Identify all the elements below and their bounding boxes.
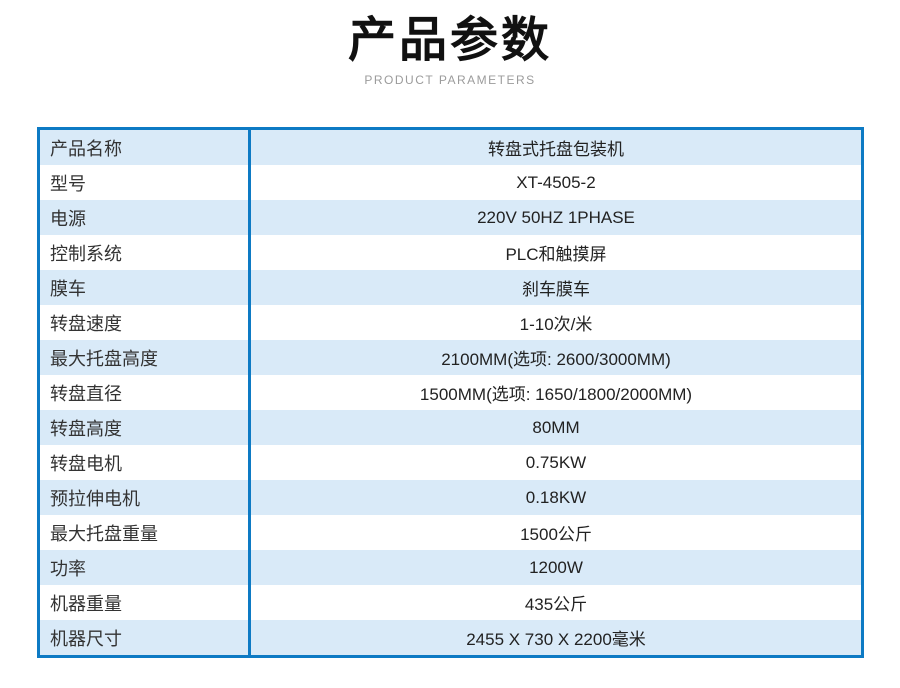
page-header: 产品参数 PRODUCT PARAMETERS [0, 0, 900, 88]
table-row: 预拉伸电机 0.18KW [40, 480, 861, 515]
spec-label: 控制系统 [40, 235, 251, 270]
table-row: 最大托盘重量 1500公斤 [40, 515, 861, 550]
table-row: 机器重量 435公斤 [40, 585, 861, 620]
spec-label: 电源 [40, 200, 251, 235]
spec-value: 转盘式托盘包装机 [488, 140, 624, 159]
spec-value: 1500公斤 [520, 525, 592, 544]
spec-value: 2100MM(选项: 2600/3000MM) [441, 350, 671, 369]
table-row: 产品名称 转盘式托盘包装机 [40, 130, 861, 165]
table-row: 最大托盘高度 2100MM(选项: 2600/3000MM) [40, 340, 861, 375]
table-row: 转盘速度 1-10次/米 [40, 305, 861, 340]
spec-value: 0.75KW [525, 452, 587, 472]
table-row: 型号 XT-4505-2 [40, 165, 861, 200]
spec-label: 转盘直径 [40, 375, 251, 410]
spec-label: 转盘高度 [40, 410, 251, 445]
spec-table: 产品名称 转盘式托盘包装机 型号 XT-4505-2 电源 220V 50HZ … [37, 127, 864, 658]
spec-label: 最大托盘高度 [40, 340, 251, 375]
table-row: 转盘高度 80MM [40, 410, 861, 445]
table-row: 转盘电机 0.75KW [40, 445, 861, 480]
spec-label: 转盘电机 [40, 445, 251, 480]
spec-value: 0.18KW [525, 487, 587, 507]
page-subtitle: PRODUCT PARAMETERS [364, 73, 536, 87]
spec-label: 转盘速度 [40, 305, 251, 340]
spec-label: 产品名称 [40, 130, 251, 165]
spec-value: PLC和触摸屏 [505, 245, 607, 264]
spec-label: 膜车 [40, 270, 251, 305]
table-row: 控制系统 PLC和触摸屏 [40, 235, 861, 270]
spec-label: 机器重量 [40, 585, 251, 620]
spec-value: 2455 X 730 X 2200毫米 [466, 630, 646, 649]
table-row: 功率 1200W [40, 550, 861, 585]
spec-value: 1500MM(选项: 1650/1800/2000MM) [419, 385, 693, 404]
spec-value: XT-4505-2 [516, 172, 596, 192]
spec-value: 220V 50HZ 1PHASE [477, 207, 635, 227]
spec-label: 机器尺寸 [40, 620, 251, 655]
spec-value: 1-10次/米 [519, 315, 593, 334]
spec-value: 1200W [529, 557, 583, 577]
spec-value: 刹车膜车 [522, 280, 590, 299]
table-row: 转盘直径 1500MM(选项: 1650/1800/2000MM) [40, 375, 861, 410]
table-row: 电源 220V 50HZ 1PHASE [40, 200, 861, 235]
spec-label: 功率 [40, 550, 251, 585]
spec-label: 型号 [40, 165, 251, 200]
spec-value: 435公斤 [524, 595, 588, 614]
spec-value: 80MM [532, 417, 580, 437]
spec-label: 预拉伸电机 [40, 480, 251, 515]
page-title: 产品参数 [347, 14, 552, 67]
table-row: 膜车 刹车膜车 [40, 270, 861, 305]
table-row: 机器尺寸 2455 X 730 X 2200毫米 [40, 620, 861, 655]
spec-label: 最大托盘重量 [40, 515, 251, 550]
